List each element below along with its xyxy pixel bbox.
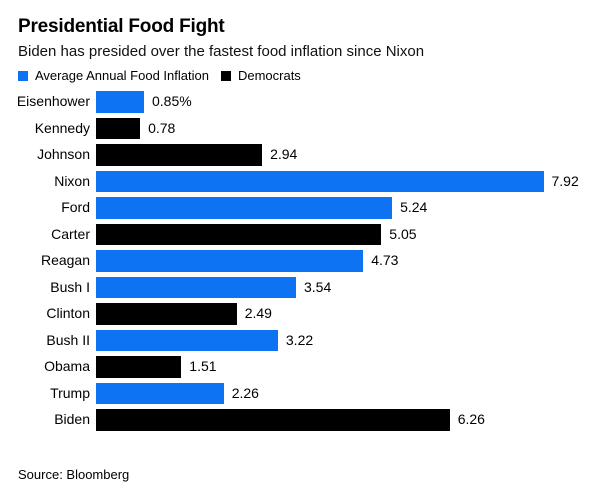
- bar-row-bush-ii: Bush II 3.22: [0, 329, 608, 357]
- bar-value-bush-ii: 3.22: [285, 331, 314, 348]
- bar-label-clinton: Clinton: [46, 305, 90, 321]
- bar-row-carter: Carter 5.05: [0, 223, 608, 251]
- bar-carter: [96, 223, 382, 245]
- bar-row-kennedy: Kennedy 0.78: [0, 117, 608, 145]
- bar-row-clinton: Clinton 2.49: [0, 303, 608, 330]
- bar-value-obama: 1.51: [189, 358, 217, 374]
- bar-label-johnson: Johnson: [37, 146, 90, 162]
- bar-row-nixon: Nixon 7.92: [0, 170, 608, 198]
- bar-eisenhower: [96, 91, 144, 113]
- bar-label-kennedy: Kennedy: [34, 119, 90, 136]
- bar-label-carter: Carter: [51, 225, 90, 242]
- legend-swatch-blue-icon: [18, 70, 28, 81]
- bar-value-eisenhower: 0.85%: [152, 93, 192, 109]
- bar-row-johnson: Johnson 2.94: [0, 144, 608, 171]
- bar-row-eisenhower: Eisenhower 0.85%: [0, 91, 608, 118]
- bar-row-reagan: Reagan 4.73: [0, 250, 608, 277]
- page-title: Presidential Food Fight: [18, 16, 225, 37]
- bar-label-reagan: Reagan: [40, 252, 90, 268]
- bar-value-biden: 6.26: [457, 411, 485, 427]
- bar-row-ford: Ford 5.24: [0, 197, 608, 224]
- chart-subtitle: Biden has presided over the fastest food…: [18, 43, 425, 60]
- legend-item-democrats: Democrats: [220, 68, 301, 83]
- bar-biden: [96, 409, 450, 431]
- bar-row-trump: Trump 2.26: [0, 382, 608, 410]
- bar-label-ford: Ford: [61, 199, 90, 215]
- bar-row-bush-i: Bush I 3.54: [0, 276, 608, 304]
- bar-clinton: [96, 303, 237, 325]
- bar-label-nixon: Nixon: [54, 172, 90, 189]
- bar-bush-i: [96, 276, 296, 298]
- bar-reagan: [96, 250, 364, 272]
- legend-item-food-inflation: Average Annual Food Inflation: [18, 69, 209, 82]
- source-note: Source: Bloomberg: [18, 466, 130, 482]
- legend-label-food-inflation: Average Annual Food Inflation: [35, 68, 209, 83]
- bar-nixon: [96, 170, 544, 192]
- bar-value-carter: 5.05: [389, 225, 417, 242]
- bar-value-nixon: 7.92: [551, 172, 579, 189]
- bar-obama: [96, 356, 182, 378]
- bar-value-reagan: 4.73: [371, 252, 399, 268]
- bar-value-kennedy: 0.78: [148, 119, 176, 136]
- bar-bush-ii: [96, 329, 278, 351]
- bar-value-bush-i: 3.54: [304, 278, 332, 295]
- bar-kennedy: [96, 117, 141, 139]
- bar-johnson: [96, 144, 263, 166]
- bar-value-trump: 2.26: [231, 384, 259, 401]
- bar-ford: [96, 197, 393, 219]
- bar-label-bush-i: Bush I: [50, 278, 90, 295]
- bar-value-ford: 5.24: [400, 199, 428, 215]
- bar-row-obama: Obama 1.51: [0, 356, 608, 383]
- chart-legend: Average Annual Food Inflation Democrats: [18, 69, 590, 82]
- bar-value-johnson: 2.94: [270, 146, 298, 162]
- bar-value-clinton: 2.49: [244, 305, 272, 321]
- bar-label-bush-ii: Bush II: [46, 331, 90, 348]
- bar-label-obama: Obama: [44, 358, 90, 374]
- legend-label-democrats: Democrats: [237, 68, 301, 83]
- bar-row-biden: Biden 6.26: [0, 409, 608, 436]
- bar-label-biden: Biden: [54, 411, 90, 427]
- bar-chart: Eisenhower 0.85% Kennedy 0.78 Johnson 2.94 Nix…: [0, 91, 608, 436]
- bar-label-eisenhower: Eisenhower: [16, 93, 90, 109]
- bar-trump: [96, 382, 224, 404]
- legend-swatch-black-icon: [220, 70, 231, 81]
- bar-label-trump: Trump: [50, 384, 90, 401]
